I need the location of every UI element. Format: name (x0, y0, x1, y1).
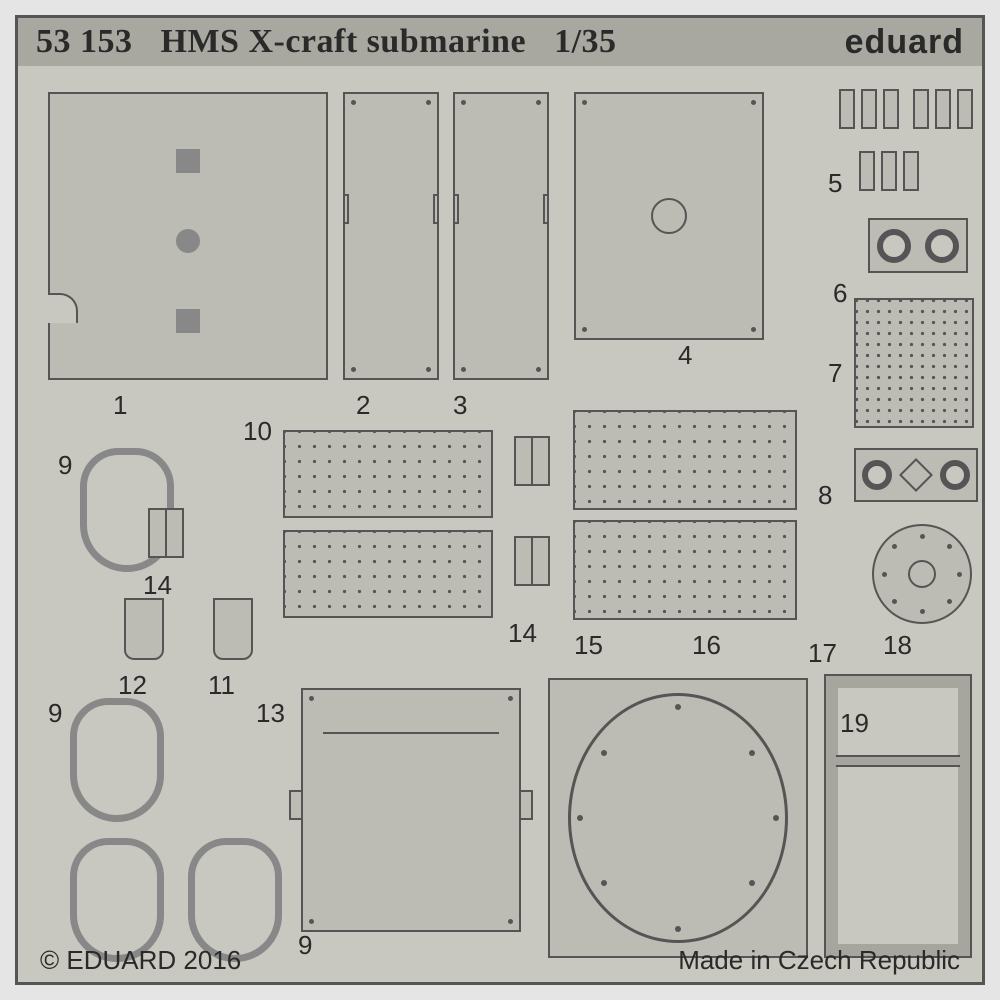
part-label-14: 14 (508, 618, 537, 649)
product-scale: 1/35 (554, 23, 616, 61)
ring (862, 460, 892, 490)
part-14-b (514, 436, 550, 486)
part-label-6: 6 (833, 278, 847, 309)
part-label-9: 9 (48, 698, 62, 729)
part-10-b (283, 530, 493, 618)
inner-line (323, 732, 499, 734)
inner-brace (836, 755, 960, 767)
part-label-12: 12 (118, 670, 147, 701)
notch (48, 293, 78, 323)
part-label-15: 15 (574, 630, 603, 661)
pe-fret-sheet: 53 153 HMS X-craft submarine 1/35 eduard (15, 15, 985, 985)
part-17-frame (548, 678, 808, 958)
diamond (899, 458, 933, 492)
part-7-grid (854, 298, 974, 428)
part-label-19: 19 (840, 708, 869, 739)
part-9-d (188, 838, 282, 962)
copyright-text: © EDUARD 2016 (40, 945, 241, 976)
ring (940, 460, 970, 490)
part-label-10: 10 (243, 416, 272, 447)
circle-hole (651, 198, 687, 234)
part-10-a (283, 430, 493, 518)
part-6 (868, 218, 968, 273)
part-16 (573, 520, 797, 620)
part-label-7: 7 (828, 358, 842, 389)
part-label-8: 8 (818, 480, 832, 511)
part-14-c (514, 536, 550, 586)
part-label-17: 17 (808, 638, 837, 669)
brand-name: eduard (845, 23, 964, 62)
part-5-a (836, 86, 902, 132)
part-label-13: 13 (256, 698, 285, 729)
part-label-14: 14 (143, 570, 172, 601)
part-label-4: 4 (678, 340, 692, 371)
part-5-b (910, 86, 976, 132)
part-label-2: 2 (356, 390, 370, 421)
part-label-11: 11 (208, 670, 235, 701)
origin-text: Made in Czech Republic (678, 945, 960, 976)
header-bar: 53 153 HMS X-craft submarine 1/35 eduard (18, 18, 982, 66)
part-label-3: 3 (453, 390, 467, 421)
part-8 (854, 448, 978, 502)
ring (925, 229, 959, 263)
part-4-panel (574, 92, 764, 340)
part-13 (301, 688, 521, 932)
part-15 (573, 410, 797, 510)
part-label-1: 1 (113, 390, 127, 421)
part-14-a (148, 508, 184, 558)
part-5-c (856, 148, 922, 194)
part-label-18: 18 (883, 630, 912, 661)
part-label-5: 5 (828, 168, 842, 199)
oval-ring (568, 693, 788, 943)
part-1-panel (48, 92, 328, 380)
product-number: 53 153 (36, 23, 133, 61)
part-11 (213, 598, 253, 660)
part-label-9: 9 (58, 450, 72, 481)
part-label-16: 16 (692, 630, 721, 661)
part-12 (124, 598, 164, 660)
product-title: HMS X-craft submarine (161, 23, 527, 61)
part-18-flange (872, 524, 972, 624)
part-2-panel (343, 92, 439, 380)
part-3-panel (453, 92, 549, 380)
part-9-c (70, 838, 164, 962)
part-9-b (70, 698, 164, 822)
ring (877, 229, 911, 263)
footer-bar: © EDUARD 2016 Made in Czech Republic (18, 945, 982, 976)
